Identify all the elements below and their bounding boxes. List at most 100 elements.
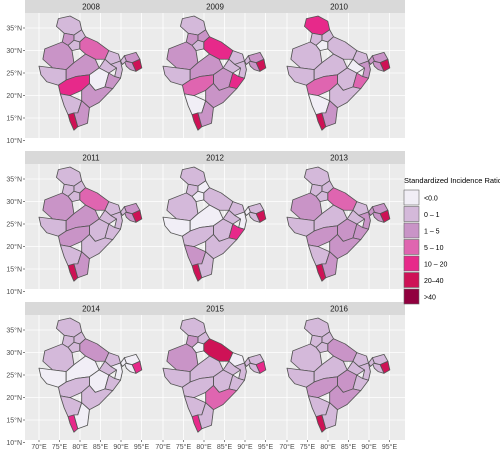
region-tn — [321, 402, 338, 430]
facet-strip — [25, 0, 157, 13]
region-sikkim — [243, 356, 251, 368]
facet-strip — [149, 0, 281, 13]
y-tick-label: 20°N — [6, 243, 22, 251]
y-tick-label: 10°N — [6, 439, 22, 447]
facet-strip — [273, 302, 405, 315]
region-ori — [104, 374, 121, 392]
region-tn — [321, 100, 338, 128]
region-ker — [315, 414, 327, 433]
legend-title: Standardized Incidence Ratio — [404, 176, 500, 185]
region-ori — [352, 72, 369, 90]
region-ori — [352, 223, 369, 241]
y-tick-label: 20°N — [6, 92, 22, 100]
y-tick-label: 20°N — [6, 394, 22, 402]
region-tn — [197, 251, 214, 279]
india-map — [38, 317, 143, 433]
region-tn — [73, 100, 90, 128]
legend-label: <0.0 — [424, 196, 438, 203]
y-tick-label: 30°N — [6, 198, 22, 206]
region-ker — [191, 263, 203, 282]
region-ker — [67, 263, 79, 282]
y-tick-label: 35°N — [6, 176, 22, 184]
region-tn — [197, 100, 214, 128]
facet-strip — [149, 151, 281, 164]
panel-2009: 2009 — [149, 0, 281, 141]
panel-2013: 2013 — [273, 151, 405, 292]
region-ori — [352, 374, 369, 392]
x-tick-label: 90°E — [361, 443, 377, 451]
india-map — [162, 15, 267, 131]
legend-swatch — [403, 255, 420, 272]
india-map — [286, 166, 391, 282]
legend-swatch — [403, 288, 420, 305]
region-sikkim — [367, 205, 375, 217]
facet-strip — [25, 151, 157, 164]
region-sikkim — [243, 54, 251, 66]
region-ker — [191, 414, 203, 433]
region-ori — [104, 223, 121, 241]
region-ker — [315, 263, 327, 282]
region-ne-c — [371, 211, 385, 223]
panel-2008: 2008 35°N 30°N 25°N 20°N 15°N 10°N — [6, 0, 157, 145]
x-tick-label: 95°E — [258, 443, 274, 451]
y-tick-label: 30°N — [6, 349, 22, 357]
region-tn — [73, 251, 90, 279]
x-tick-label: 85°E — [341, 443, 357, 451]
x-tick-label: 90°E — [237, 443, 253, 451]
x-tick-label: 95°E — [382, 443, 398, 451]
panel-2011: 2011 35°N 30°N 25°N 20°N 15°N 10°N — [6, 151, 157, 296]
region-tn — [73, 402, 90, 430]
x-tick-label: 80°E — [72, 443, 88, 451]
legend-swatch — [403, 206, 420, 222]
region-ne-c — [123, 60, 137, 72]
india-map — [162, 166, 267, 282]
india-map — [286, 15, 391, 131]
panel-2015: 2015 70°E 75°E 80°E 85°E 90°E 95°E — [149, 302, 281, 451]
legend-label: 10 – 20 — [424, 262, 447, 269]
y-tick-label: 10°N — [6, 137, 22, 145]
region-ori — [104, 72, 121, 90]
region-sikkim — [119, 54, 127, 66]
x-tick-label: 75°E — [52, 443, 68, 451]
region-ker — [315, 112, 327, 131]
facet-year-label: 2011 — [82, 154, 100, 163]
region-ne-c — [247, 362, 261, 374]
x-tick-label: 75°E — [300, 443, 316, 451]
y-tick-label: 15°N — [6, 266, 22, 274]
region-ori — [228, 374, 245, 392]
legend-swatch — [403, 272, 420, 288]
y-tick-label: 25°N — [6, 70, 22, 78]
region-ne-c — [371, 362, 385, 374]
x-tick-label: 85°E — [93, 443, 109, 451]
panel-2010: 2010 — [273, 0, 405, 141]
india-map — [38, 15, 143, 131]
region-ker — [67, 414, 79, 433]
y-tick-label: 15°N — [6, 417, 22, 425]
legend-label: >40 — [424, 295, 436, 302]
facet-year-label: 2016 — [330, 305, 348, 314]
facet-strip — [273, 151, 405, 164]
facet-year-label: 2013 — [330, 154, 348, 163]
region-sikkim — [243, 205, 251, 217]
y-tick-label: 35°N — [6, 327, 22, 335]
x-tick-label: 95°E — [134, 443, 150, 451]
y-tick-label: 30°N — [6, 47, 22, 55]
facet-strip — [273, 0, 405, 13]
legend-label: 5 – 10 — [424, 245, 444, 252]
x-tick-label: 70°E — [155, 443, 171, 451]
india-map — [162, 317, 267, 433]
panel-2012: 2012 — [149, 151, 281, 292]
y-tick-label: 25°N — [6, 221, 22, 229]
region-ori — [228, 72, 245, 90]
panel-2014: 2014 35°N 30°N 25°N 20°N 15°N 10°N 70°E 75°E 80°E… — [6, 302, 157, 451]
legend-label: 0 – 1 — [424, 212, 440, 219]
legend-swatch — [403, 222, 420, 239]
region-tn — [321, 251, 338, 279]
x-tick-label: 70°E — [31, 443, 47, 451]
facet-year-label: 2012 — [206, 154, 224, 163]
y-tick-label: 35°N — [6, 25, 22, 33]
y-tick-label: 25°N — [6, 372, 22, 380]
region-sikkim — [367, 356, 375, 368]
region-sikkim — [119, 356, 127, 368]
